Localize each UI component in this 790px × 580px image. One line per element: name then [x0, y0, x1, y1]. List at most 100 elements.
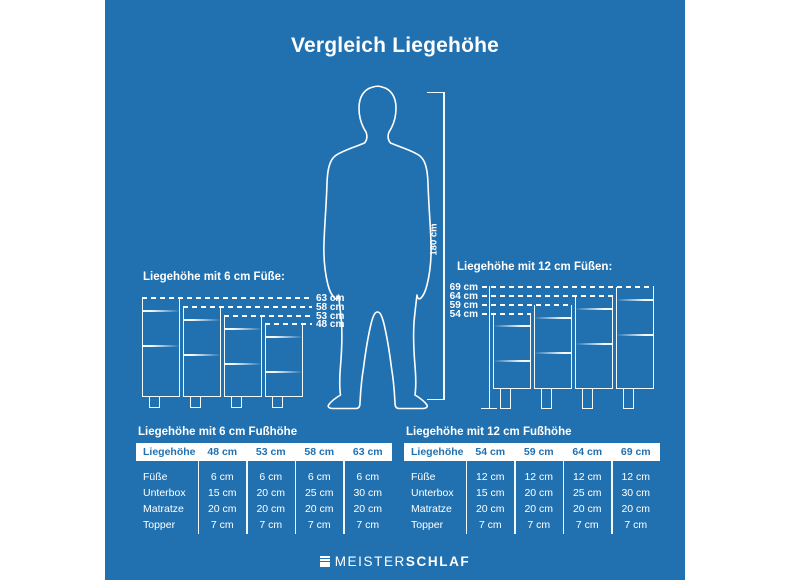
header-cell: Liegehöhe [143, 446, 196, 458]
table-6cm-title: Liegehöhe mit 6 cm Fußhöhe [138, 426, 298, 438]
table-row: Matratze 20 cm 20 cm 20 cm 20 cm [136, 501, 392, 517]
table-12cm: Liegehöhe 54 cm 59 cm 64 cm 69 cm Füße 1… [404, 443, 660, 534]
bed-12cm-69-topper-line [616, 299, 654, 301]
label-54cm: 54 cm [449, 309, 478, 320]
cell: 7 cm [356, 519, 380, 531]
column-separator [465, 461, 467, 534]
table-row: Unterbox 15 cm 20 cm 25 cm 30 cm [404, 485, 660, 501]
table-6cm-body: Füße 6 cm 6 cm 6 cm 6 cm Unterbox 15 cm … [136, 461, 392, 533]
cell: 25 cm [572, 487, 602, 499]
bed-6cm-48 [265, 324, 303, 397]
bed-6cm-58-mattress-line [183, 354, 221, 356]
bed-12cm-69-mattress-line [616, 334, 654, 336]
row-label: Füße [411, 471, 436, 483]
label-59cm: 59 cm [449, 300, 478, 311]
person-outline-figure [323, 85, 432, 410]
bed-12cm-69-foot [623, 389, 634, 409]
leader-48cm [265, 323, 312, 325]
column-separator [343, 461, 345, 534]
cell: 12 cm [572, 471, 602, 483]
bed-12cm-59-topper-line [534, 317, 572, 319]
leader-63cm [142, 297, 312, 299]
header-cell: 69 cm [620, 446, 651, 458]
table-12cm-title: Liegehöhe mit 12 cm Fußhöhe [406, 426, 572, 438]
cell: 20 cm [475, 503, 505, 515]
bed-12cm-54 [493, 313, 531, 389]
label-53cm: 53 cm [316, 311, 345, 322]
leader-69cm [482, 286, 654, 288]
cell: 7 cm [259, 519, 283, 531]
cell: 12 cm [621, 471, 651, 483]
table-12cm-body: Füße 12 cm 12 cm 12 cm 12 cm Unterbox 15… [404, 461, 660, 533]
column-separator [294, 461, 296, 534]
header-cell: 63 cm [352, 446, 383, 458]
cell: 7 cm [307, 519, 331, 531]
row-label: Matratze [143, 503, 184, 515]
header-cell: 54 cm [475, 446, 506, 458]
height-measure-bottom-tick [427, 398, 444, 400]
cell: 15 cm [207, 487, 237, 499]
cell: 20 cm [572, 503, 602, 515]
bed-12cm-64-topper-line [575, 308, 613, 310]
table-row: Unterbox 15 cm 20 cm 25 cm 30 cm [136, 485, 392, 501]
bed-6cm-58-topper-line [183, 319, 221, 321]
cell: 25 cm [304, 487, 334, 499]
cell: 30 cm [621, 487, 651, 499]
cell: 20 cm [207, 503, 237, 515]
table-12cm-header: Liegehöhe 54 cm 59 cm 64 cm 69 cm [404, 443, 660, 461]
label-69cm: 69 cm [449, 282, 478, 293]
cell: 20 cm [256, 503, 286, 515]
leader-53cm [224, 315, 312, 317]
label-48cm: 48 cm [316, 319, 345, 330]
row-label: Matratze [411, 503, 452, 515]
cell: 20 cm [621, 503, 651, 515]
row-label: Unterbox [411, 487, 454, 499]
column-separator [197, 461, 199, 534]
bed-6cm-48-mattress-line [265, 371, 303, 373]
footer-brand: MEISTERSCHLAF [105, 551, 685, 571]
bed-6cm-63-topper-line [142, 310, 180, 312]
left-group-heading: Liegehöhe mit 6 cm Füße: [143, 271, 285, 283]
bed-12cm-64-mattress-line [575, 343, 613, 345]
header-cell: Liegehöhe [411, 446, 464, 458]
person-height-label: 180 cm [428, 223, 440, 256]
right-group-heading: Liegehöhe mit 12 cm Füßen: [457, 261, 613, 273]
right-group-ruler-tick [481, 407, 497, 409]
row-label: Unterbox [143, 487, 186, 499]
brand-light: MEISTER [334, 553, 406, 569]
cell: 20 cm [524, 487, 554, 499]
bed-12cm-54-mattress-line [493, 360, 531, 362]
cell: 6 cm [210, 471, 234, 483]
brand-bold: SCHLAF [405, 553, 471, 569]
label-58cm: 58 cm [316, 302, 345, 313]
cell: 12 cm [475, 471, 505, 483]
cell: 7 cm [210, 519, 234, 531]
header-cell: 53 cm [255, 446, 286, 458]
bed-12cm-59 [534, 305, 572, 389]
bed-6cm-63 [142, 298, 180, 397]
header-cell: 58 cm [304, 446, 335, 458]
table-6cm-header: Liegehöhe 48 cm 53 cm 58 cm 63 cm [136, 443, 392, 461]
cell: 20 cm [353, 503, 383, 515]
bed-12cm-54-topper-line [493, 325, 531, 327]
header-cell: 64 cm [572, 446, 603, 458]
bed-12cm-69 [616, 287, 654, 389]
header-cell: 59 cm [523, 446, 554, 458]
table-row: Füße 6 cm 6 cm 6 cm 6 cm [136, 469, 392, 485]
cell: 30 cm [353, 487, 383, 499]
bed-6cm-58 [183, 307, 221, 397]
bed-12cm-59-mattress-line [534, 352, 572, 354]
bed-6cm-53-topper-line [224, 328, 262, 330]
header-cell: 48 cm [207, 446, 238, 458]
page-title: Vergleich Liegehöhe [290, 34, 500, 57]
cell: 7 cm [575, 519, 599, 531]
table-row: Topper 7 cm 7 cm 7 cm 7 cm [136, 517, 392, 533]
bed-6cm-48-topper-line [265, 336, 303, 338]
cell: 6 cm [307, 471, 331, 483]
bed-6cm-63-foot [149, 397, 160, 408]
cell: 12 cm [524, 471, 554, 483]
table-6cm: Liegehöhe 48 cm 53 cm 58 cm 63 cm Füße 6… [136, 443, 392, 534]
cell: 20 cm [304, 503, 334, 515]
bed-12cm-64 [575, 296, 613, 389]
leader-58cm [183, 306, 312, 308]
